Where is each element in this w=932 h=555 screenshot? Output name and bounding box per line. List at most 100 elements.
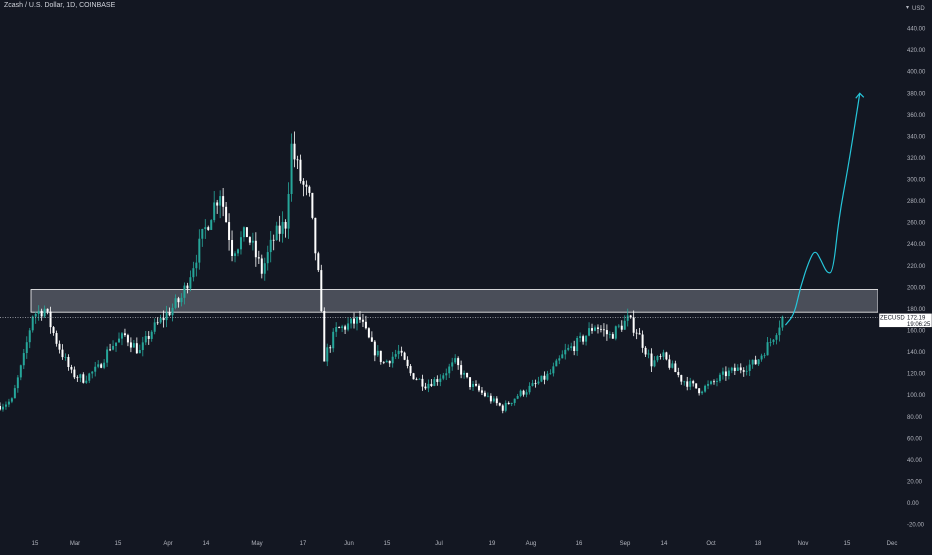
candle-body xyxy=(427,383,430,389)
price-axis[interactable]: 440.00 420.00 400.00 380.00 360.00 340.00 320.… xyxy=(878,0,932,550)
candle-body xyxy=(555,360,558,367)
candle xyxy=(341,324,344,333)
candle-body xyxy=(745,370,748,372)
resistance-zone[interactable] xyxy=(30,289,879,313)
candle-body xyxy=(40,310,43,317)
candle-body xyxy=(112,345,115,350)
candle-body xyxy=(760,355,763,360)
candle xyxy=(718,372,721,383)
candle xyxy=(162,310,165,328)
candle-body xyxy=(31,316,34,331)
price-tick-label: 120.00 xyxy=(907,372,926,378)
candle xyxy=(665,351,668,361)
candle-body xyxy=(132,343,135,348)
candle xyxy=(513,398,516,406)
candle-body xyxy=(335,327,338,332)
candle-body xyxy=(701,391,704,394)
candle-body xyxy=(34,313,37,317)
candle-body xyxy=(287,193,290,229)
candle xyxy=(186,282,189,294)
candle xyxy=(361,314,364,328)
candle xyxy=(275,221,278,241)
candle xyxy=(281,211,284,243)
candle-body xyxy=(109,349,112,351)
candle xyxy=(76,375,79,382)
candle-body xyxy=(153,322,156,332)
candle xyxy=(344,324,347,335)
candle xyxy=(617,324,620,329)
candle-body xyxy=(49,311,52,328)
candle xyxy=(100,362,103,369)
candle xyxy=(225,202,228,223)
candle xyxy=(284,219,287,238)
candle-body xyxy=(305,184,308,187)
candle xyxy=(85,375,88,384)
candle xyxy=(733,363,736,375)
candle-body xyxy=(683,381,686,383)
candle xyxy=(781,315,784,331)
candle-body xyxy=(528,385,531,393)
candle-body xyxy=(174,298,177,308)
price-tick-label: -20.00 xyxy=(907,523,925,529)
candle-body xyxy=(118,338,120,343)
candle-body xyxy=(302,181,305,185)
candle xyxy=(641,330,644,353)
time-tick-label: Mar xyxy=(70,541,80,547)
candle-body xyxy=(37,310,40,314)
candle xyxy=(109,343,112,352)
candle-body xyxy=(522,390,525,395)
candle-body xyxy=(594,327,596,331)
candle xyxy=(543,371,546,385)
candle xyxy=(150,330,153,342)
candle-body xyxy=(695,383,698,389)
candle xyxy=(611,332,614,339)
candle xyxy=(364,315,367,330)
candle-body xyxy=(251,240,254,243)
candle xyxy=(525,389,528,398)
candle-body xyxy=(659,356,662,357)
candle xyxy=(168,307,171,317)
candle-body xyxy=(183,285,186,298)
candle-body xyxy=(781,316,784,328)
candle xyxy=(153,318,156,335)
time-tick-label: 15 xyxy=(844,541,851,547)
candle-body xyxy=(198,238,201,263)
candle-body xyxy=(248,237,251,243)
candle-body xyxy=(501,405,504,411)
candle-body xyxy=(55,333,58,344)
candle-body xyxy=(647,353,650,355)
candle xyxy=(552,362,555,377)
candle xyxy=(356,316,358,331)
price-tick-label: 140.00 xyxy=(907,350,926,356)
candle xyxy=(388,360,391,367)
candle-body xyxy=(225,206,228,223)
candle-body xyxy=(698,388,701,394)
candle-body xyxy=(25,342,28,354)
candle-body xyxy=(424,386,427,389)
candle xyxy=(144,330,147,346)
candle xyxy=(689,377,692,391)
candle xyxy=(671,360,674,369)
unit-dropdown-icon[interactable] xyxy=(906,6,909,9)
price-tick-label: 80.00 xyxy=(907,415,923,421)
candle-body xyxy=(412,373,415,380)
projection-path[interactable] xyxy=(784,93,861,326)
candle xyxy=(234,251,237,263)
candle-body xyxy=(498,403,501,406)
time-axis[interactable]: 15 Mar 15 Apr 14 May 17 Jun 15 Jul 19 Aug 16 Sep 14 Oct… xyxy=(32,541,898,547)
current-price-value: 172.19 xyxy=(907,315,926,321)
candle xyxy=(686,376,689,391)
candle-body xyxy=(147,335,150,339)
candle-body xyxy=(650,353,653,367)
price-tick-label: 400.00 xyxy=(907,70,926,76)
candle-body xyxy=(361,319,364,322)
candle xyxy=(177,296,180,308)
time-tick-label: 19 xyxy=(489,541,496,547)
candle-body xyxy=(177,298,180,303)
candle-body xyxy=(356,317,358,324)
candle-body xyxy=(436,379,439,382)
candle xyxy=(778,320,781,342)
candle-body xyxy=(293,143,296,160)
